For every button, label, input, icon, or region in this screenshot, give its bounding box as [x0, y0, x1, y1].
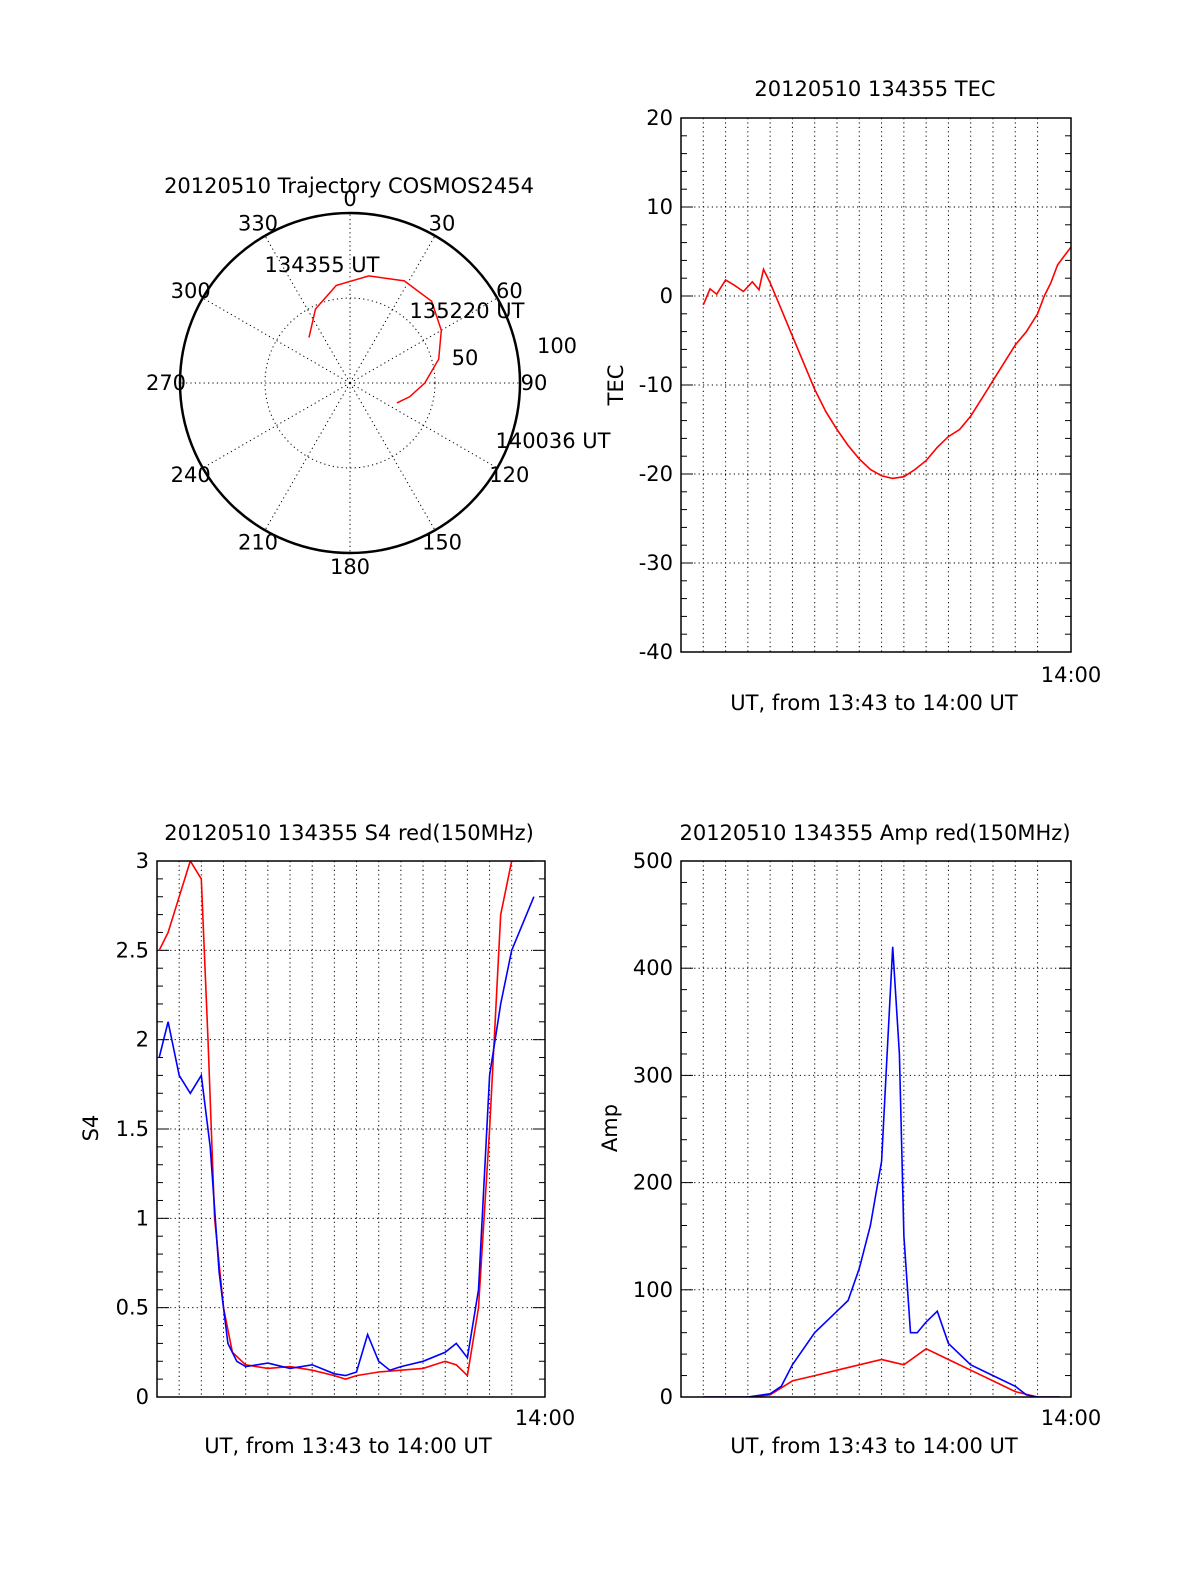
tec-chart: 20120510 134355 TEC UT, from 13:43 to 14… — [604, 77, 1101, 715]
s4-y-tick-label: 1 — [136, 1206, 149, 1230]
tec-series-red-line — [702, 246, 1071, 480]
polar-spoke — [202, 297, 351, 384]
polar-azimuth-label: 210 — [238, 530, 278, 554]
amp-plot-frame — [680, 860, 1072, 1398]
polar-elevation-ring-label: 100 — [537, 334, 577, 358]
tec-y-tick-label: 0 — [660, 284, 673, 308]
amp-y-tick-label: 200 — [633, 1171, 673, 1195]
s4-ylabel: S4 — [79, 1115, 103, 1142]
s4-chart: 20120510 134355 S4 red(150MHz) UT, from … — [79, 821, 575, 1458]
s4-y-tick-label: 0.5 — [116, 1296, 149, 1320]
tec-y-tick-label: -20 — [639, 462, 673, 486]
polar-azimuth-label: 90 — [521, 371, 548, 395]
amp-x-tick-label: 14:00 — [1041, 1406, 1102, 1430]
tec-y-tick-label: 10 — [646, 195, 673, 219]
tec-y-tick-label: -40 — [639, 640, 673, 664]
tec-y-tick-label: -30 — [639, 551, 673, 575]
tec-xlabel: UT, from 13:43 to 14:00 UT — [730, 691, 1018, 715]
tec-title: 20120510 134355 TEC — [754, 77, 995, 101]
polar-elevation-ring-label: 50 — [452, 346, 479, 370]
polar-azimuth-label: 240 — [171, 463, 211, 487]
amp-y-tick-label: 400 — [633, 956, 673, 980]
amp-y-tick-label: 0 — [660, 1385, 673, 1409]
s4-plot-frame — [156, 860, 546, 1398]
tec-x-tick-label: 14:00 — [1041, 663, 1102, 687]
amp-title: 20120510 134355 Amp red(150MHz) — [679, 821, 1070, 845]
amp-ylabel: Amp — [598, 1104, 622, 1152]
polar-inner-ring — [264, 297, 436, 469]
polar-azimuth-label: 270 — [146, 371, 186, 395]
polar-azimuth-label: 300 — [171, 279, 211, 303]
amp-y-tick-label: 500 — [633, 849, 673, 873]
s4-xlabel: UT, from 13:43 to 14:00 UT — [204, 1434, 492, 1458]
amp-y-tick-label: 100 — [633, 1278, 673, 1302]
amp-series-blue-line — [703, 946, 1060, 1397]
tec-y-tick-label: 20 — [646, 106, 673, 130]
polar-trajectory-line — [308, 275, 443, 404]
s4-series-blue-line — [158, 896, 535, 1377]
s4-y-tick-label: 2 — [136, 1028, 149, 1052]
polar-azimuth-label: 0 — [343, 187, 356, 211]
polar-azimuth-label: 120 — [489, 463, 529, 487]
polar-time-annotation: 135220 UT — [409, 299, 524, 323]
s4-y-tick-label: 3 — [136, 849, 149, 873]
polar-azimuth-label: 150 — [422, 530, 462, 554]
tec-y-tick-label: -10 — [639, 373, 673, 397]
trajectory-polar-chart: 20120510 Trajectory COSMOS2454 0 30 60 90 12… — [146, 174, 611, 579]
amp-chart: 20120510 134355 Amp red(150MHz) UT, from… — [598, 821, 1101, 1458]
s4-y-tick-label: 1.5 — [116, 1117, 149, 1141]
polar-spoke — [202, 382, 351, 469]
polar-spoke — [349, 382, 436, 531]
s4-series-red-line — [158, 861, 534, 1380]
polar-outer-ring — [178, 211, 522, 555]
polar-spoke — [264, 235, 351, 384]
trajectory-title: 20120510 Trajectory COSMOS2454 — [164, 174, 534, 198]
polar-spoke — [349, 382, 498, 469]
polar-azimuth-label: 330 — [238, 212, 278, 236]
amp-y-tick-label: 300 — [633, 1063, 673, 1087]
polar-spoke — [264, 382, 351, 531]
polar-azimuth-label: 30 — [429, 212, 456, 236]
s4-y-tick-label: 2.5 — [116, 938, 149, 962]
polar-spoke — [349, 235, 436, 384]
tec-ylabel: TEC — [604, 365, 628, 407]
polar-azimuth-label: 60 — [496, 279, 523, 303]
polar-time-annotation: 140036 UT — [495, 429, 610, 453]
polar-time-annotation: 134355 UT — [264, 253, 379, 277]
s4-y-tick-label: 0 — [136, 1385, 149, 1409]
s4-x-tick-label: 14:00 — [515, 1406, 576, 1430]
polar-spoke — [349, 297, 498, 384]
s4-title: 20120510 134355 S4 red(150MHz) — [164, 821, 534, 845]
amp-xlabel: UT, from 13:43 to 14:00 UT — [730, 1434, 1018, 1458]
amp-series-red-line — [703, 1347, 1060, 1397]
tec-plot-frame — [680, 117, 1072, 653]
polar-azimuth-label: 180 — [330, 555, 370, 579]
